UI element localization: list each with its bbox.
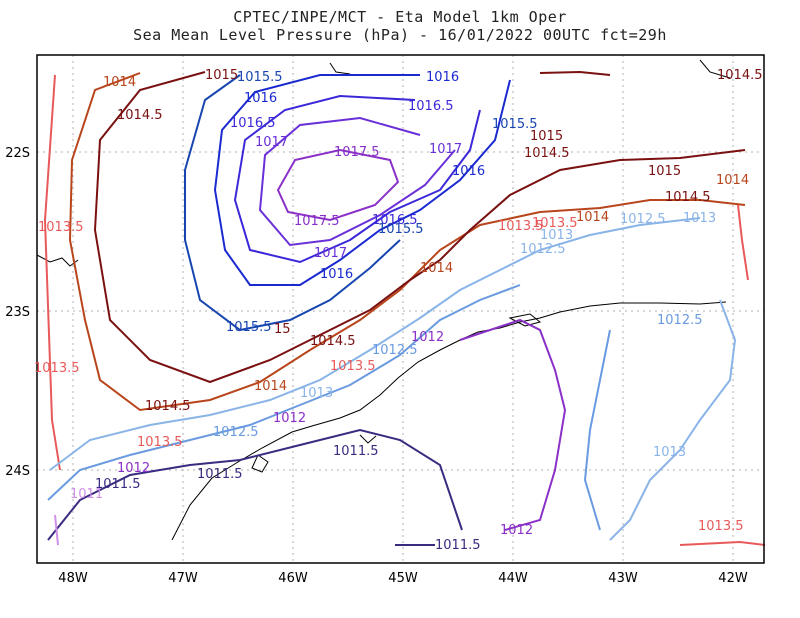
grid — [37, 55, 764, 563]
contour-label: 1014.5 — [524, 146, 570, 161]
contour-label: 1016 — [244, 91, 277, 106]
contour-label: 1014 — [716, 173, 749, 188]
contour-label: 1015.5 — [226, 320, 272, 335]
contour-label: 1011.5 — [435, 538, 481, 553]
x-axis: 48W 47W 46W 45W 44W 43W 42W — [58, 571, 748, 586]
contour-label: 1014 — [576, 210, 609, 225]
contour-label: 1015.5 — [492, 117, 538, 132]
contour-label: 1012 — [411, 330, 444, 345]
contour-label: 1013.5 — [532, 216, 578, 231]
contour-label: 1012.5 — [520, 242, 566, 257]
y-tick-label: 22S — [5, 146, 30, 161]
contour-label: 1013.5 — [498, 219, 544, 234]
isobars — [43, 70, 766, 546]
contour-label: 1013.5 — [137, 435, 183, 450]
contour-label: 1017.5 — [334, 145, 380, 160]
contour-label: 1013.5 — [38, 220, 84, 235]
contour-label: 1017 — [255, 135, 288, 150]
contour-label: 1015.5 — [378, 222, 424, 237]
contour-label: 1014.5 — [310, 334, 356, 349]
contour-label: 1013 — [300, 386, 333, 401]
x-tick-label: 48W — [58, 571, 88, 586]
contour-label: 1015 — [648, 164, 681, 179]
contour-label: 1012.5 — [213, 425, 259, 440]
contour-label: 1016 — [452, 164, 485, 179]
contour-label: 1014.5 — [145, 399, 191, 414]
x-tick-label: 47W — [168, 571, 198, 586]
y-tick-label: 23S — [5, 305, 30, 320]
contour-label: 1016 — [320, 267, 353, 282]
contour-label: 1014.5 — [665, 190, 711, 205]
map-title: CPTEC/INPE/MCT - Eta Model 1km Oper — [233, 8, 567, 26]
contour-label: 1013.5 — [330, 359, 376, 374]
contour-label: 1012 — [117, 461, 150, 476]
contour-label: 1011 — [70, 487, 103, 502]
x-tick-label: 44W — [498, 571, 528, 586]
contour-label: 1013 — [683, 211, 716, 226]
contour-label: 1015 — [205, 68, 238, 83]
contour-label: 1016 — [426, 70, 459, 85]
contour-labels: 1014 1015 1015.5 1016 1014.5 1016.5 1016… — [34, 68, 763, 553]
map-subtitle: Sea Mean Level Pressure (hPa) - 16/01/20… — [133, 26, 667, 44]
contour-label: 1015.5 — [237, 70, 283, 85]
contour-label: 1011.5 — [333, 444, 379, 459]
contour-label: 1017.5 — [294, 214, 340, 229]
contour-label: 1013.5 — [698, 519, 744, 534]
contour-label: 1016.5 — [408, 99, 454, 114]
contour-label: 1012.5 — [372, 343, 418, 358]
contour-label: 1012 — [500, 523, 533, 538]
contour-label: 1011.5 — [197, 467, 243, 482]
contour-label: 1014.5 — [117, 108, 163, 123]
contour-label: 1013 — [653, 445, 686, 460]
y-tick-label: 24S — [5, 464, 30, 479]
contour-label: 1016.5 — [230, 116, 276, 131]
x-tick-label: 42W — [718, 571, 748, 586]
x-tick-label: 45W — [388, 571, 418, 586]
contour-label: 1016.5 — [372, 213, 418, 228]
x-tick-label: 46W — [278, 571, 308, 586]
contour-label: 1017 — [429, 142, 462, 157]
contour-label: 1014 — [254, 379, 287, 394]
contour-label: 15 — [274, 322, 291, 337]
x-tick-label: 43W — [608, 571, 638, 586]
y-axis: 22S 23S 24S — [5, 146, 30, 479]
contour-label: 1012 — [273, 411, 306, 426]
contour-label: 1015 — [530, 129, 563, 144]
contour-label: 1012.5 — [620, 212, 666, 227]
contour-label: 1017 — [314, 246, 347, 261]
contour-label: 1013 — [540, 228, 573, 243]
plot-frame — [36, 54, 765, 564]
contour-label: 1014.5 — [717, 68, 763, 83]
contour-label: 1011.5 — [95, 477, 141, 492]
contour-label: 1013.5 — [34, 361, 80, 376]
coastline — [36, 59, 731, 541]
contour-label: 1014 — [103, 75, 136, 90]
contour-label: 1012.5 — [657, 313, 703, 328]
contour-label: 1014 — [420, 261, 453, 276]
